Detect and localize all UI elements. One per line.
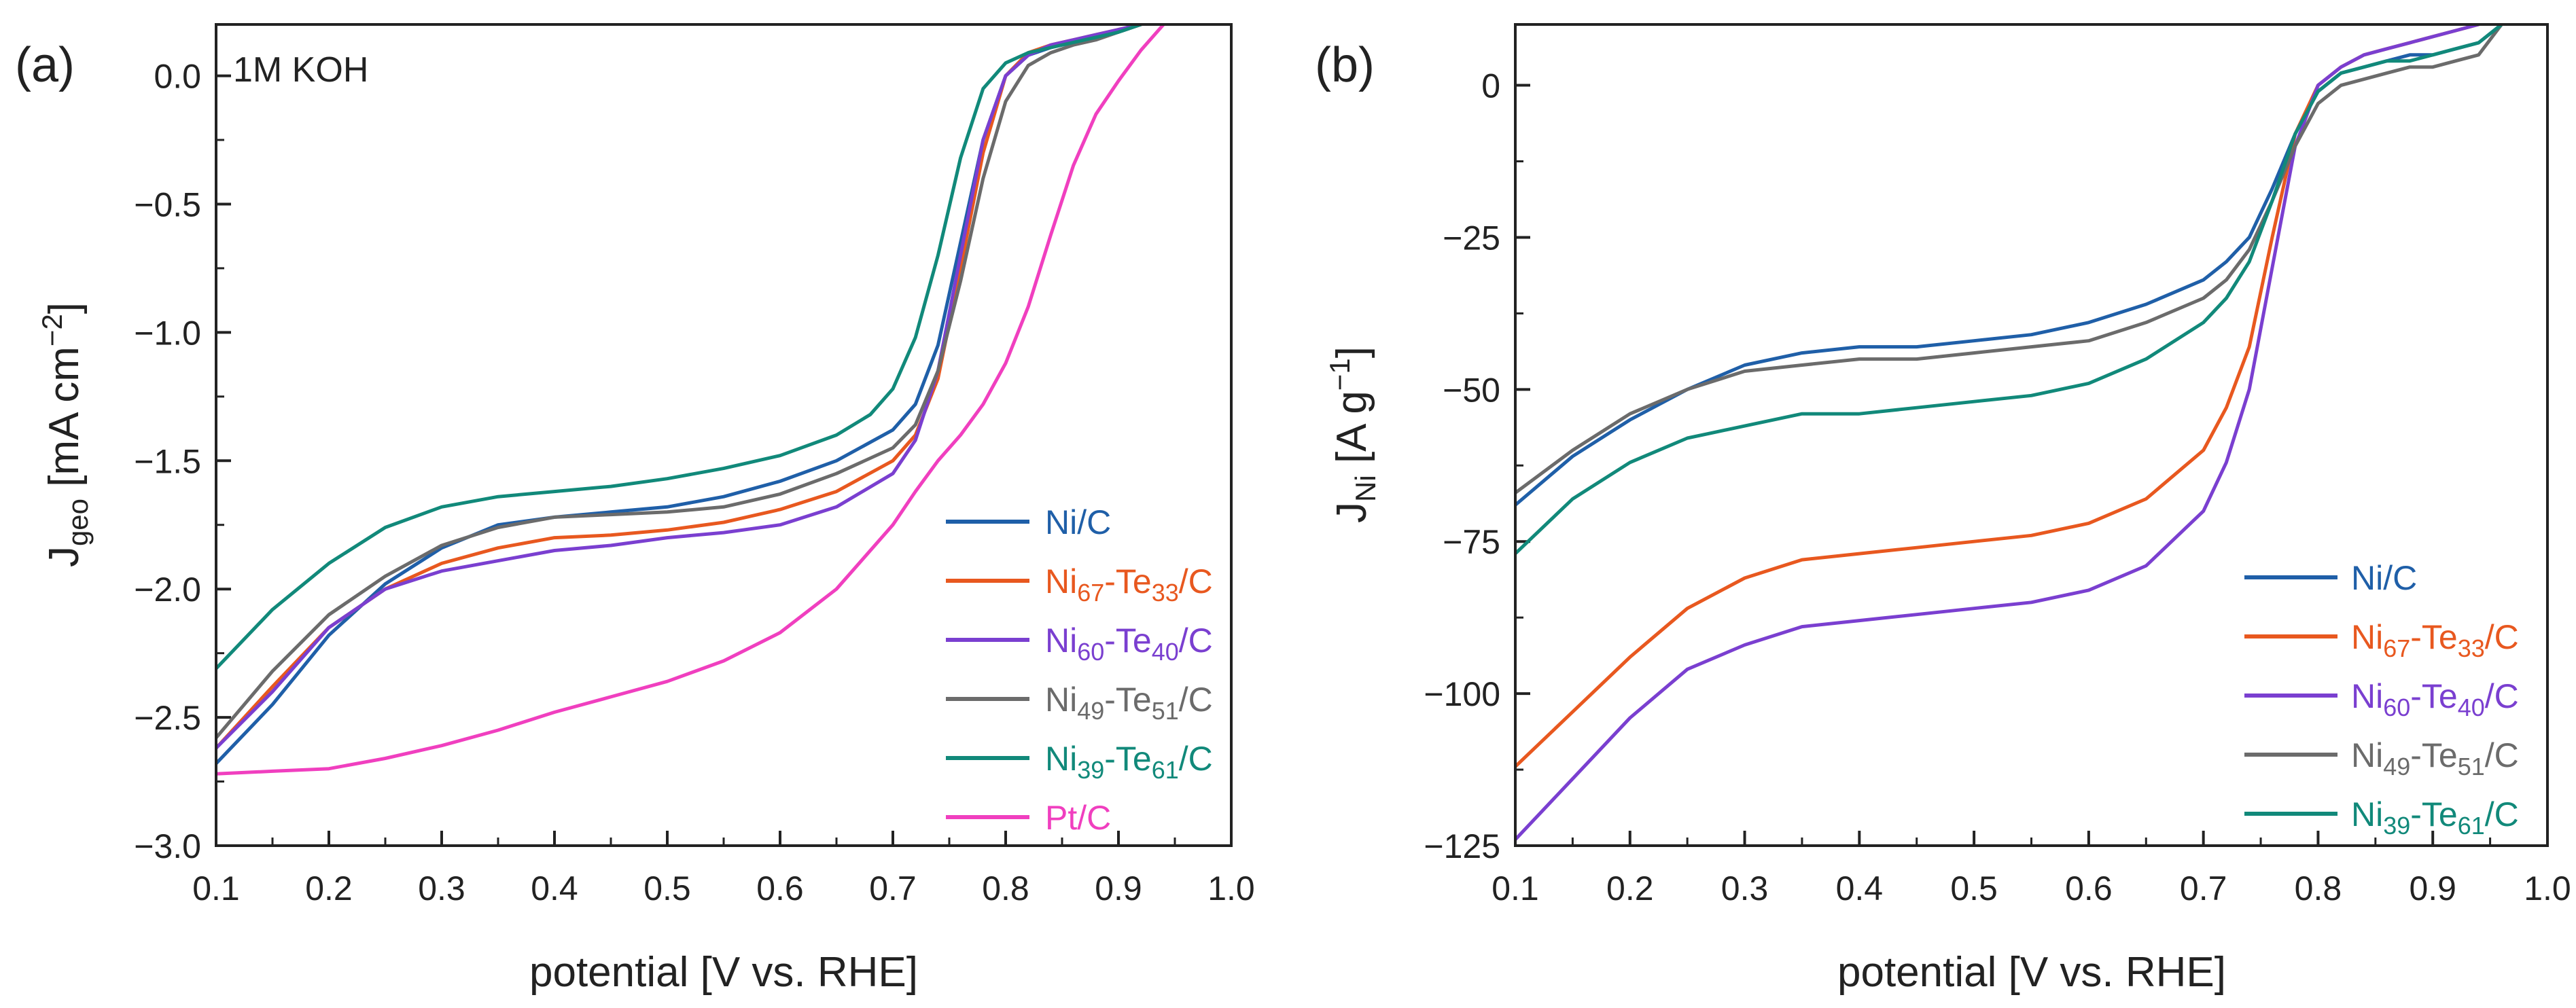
panel-b-x-tick-label: 0.8 — [2295, 869, 2342, 907]
panel-b-x-tick-label: 0.1 — [1492, 869, 1539, 907]
panel-a-x-tick-label: 0.7 — [869, 869, 917, 907]
panel-a-legend-label: Ni39-Te61/C — [1045, 740, 1213, 784]
panel-a-legend-label: Ni49-Te51/C — [1045, 681, 1213, 725]
panel-b-x-tick-label: 0.6 — [2065, 869, 2113, 907]
panel-a-series — [216, 24, 1165, 776]
panel-a-ticks: 0.1 0.2 0.3 0.4 0.5 0.6 0.7 0.8 0.9 1.0 −3.0 −2.5 −2… — [134, 58, 1254, 907]
panel-b-y-tick-label: −100 — [1424, 675, 1500, 713]
panel-b-series-ni39-te61-c — [1515, 24, 2503, 556]
panel-b-legend-label: Ni67-Te33/C — [2351, 618, 2519, 662]
panel-a-y-tick-label: −1.0 — [134, 314, 201, 352]
panel-b-label: (b) — [1315, 38, 1375, 92]
panel-a-x-tick-label: 0.5 — [643, 869, 691, 907]
panel-a-x-tick-label: 0.8 — [982, 869, 1029, 907]
panel-a-series-pt-c — [216, 24, 1165, 776]
panel-a-ylabel-sub: geo — [62, 499, 94, 546]
panel-a-x-tick-label: 0.3 — [418, 869, 465, 907]
panel-b-legend: Ni/C Ni67-Te33/C Ni60-Te40/C Ni49-Te51/C Ni3… — [2244, 559, 2519, 840]
panel-a-plot-frame — [215, 23, 1233, 847]
panel-b-y-tick-label: −125 — [1424, 827, 1500, 865]
panel-b-series-ni60-te40-c — [1515, 24, 2481, 842]
panel-a-x-tick-label: 0.9 — [1095, 869, 1142, 907]
panel-a-x-axis-label: potential [V vs. RHE] — [529, 949, 918, 996]
panel-b-y-tick-label: −75 — [1443, 523, 1500, 561]
panel-a: (a) 1M KOH 0.1 0.2 0.3 0.4 0.5 0.6 0.7 0.8 0.9 1.… — [15, 23, 1255, 996]
panel-a-legend-label: Ni/C — [1045, 503, 1111, 541]
panel-b-legend-label: Ni60-Te40/C — [2351, 677, 2519, 721]
panel-b-legend-label: Ni/C — [2351, 559, 2417, 597]
panel-a-ylabel-rest: [mA cm — [41, 346, 88, 499]
panel-b-ticks: 0.1 0.2 0.3 0.4 0.5 0.6 0.7 0.8 0.9 1.0 −125 −100 −7… — [1424, 67, 2571, 907]
panel-b-x-tick-label: 0.4 — [1836, 869, 1884, 907]
panel-a-y-axis-label: Jgeo [mA cm−2] — [36, 302, 94, 567]
panel-a-label: (a) — [15, 38, 75, 92]
panel-b-x-tick-label: 0.5 — [1950, 869, 1998, 907]
panel-b-series — [1515, 24, 2503, 842]
panel-b-ylabel-sup: −1 — [1324, 358, 1356, 391]
panel-a-legend-label: Pt/C — [1045, 799, 1111, 837]
panel-b-ylabel-sub: Ni — [1349, 475, 1381, 502]
panel-a-series-ni49-te51-c — [216, 24, 1143, 740]
panel-b-y-tick-label: 0 — [1481, 67, 1500, 105]
panel-a-y-tick-label: −2.0 — [134, 571, 201, 609]
panel-b-y-tick-label: −25 — [1443, 219, 1500, 257]
panel-a-x-tick-label: 0.4 — [531, 869, 578, 907]
panel-b-x-tick-label: 0.7 — [2180, 869, 2227, 907]
panel-b-x-axis-label: potential [V vs. RHE] — [1837, 949, 2226, 996]
panel-a-ylabel-main: J — [41, 546, 88, 567]
panel-b: (b) 0.1 0.2 0.3 0.4 0.5 0.6 0.7 0.8 0.9 1.0 −125 −1… — [1315, 23, 2571, 996]
panel-b-series-ni-c — [1515, 24, 2503, 507]
panel-a-legend-label: Ni60-Te40/C — [1045, 622, 1213, 666]
panel-b-ylabel-rest: [A g — [1328, 391, 1375, 475]
panel-a-series-ni60-te40-c — [216, 24, 1143, 750]
panel-a-annotation: 1M KOH — [233, 50, 368, 90]
panel-b-x-tick-label: 0.3 — [1721, 869, 1769, 907]
panel-b-ylabel-main: J — [1328, 502, 1375, 523]
panel-b-legend-label: Ni39-Te61/C — [2351, 795, 2519, 840]
panel-b-plot-frame — [1514, 23, 2549, 847]
panel-b-x-tick-label: 1.0 — [2524, 869, 2571, 907]
panel-a-x-tick-label: 0.2 — [305, 869, 353, 907]
panel-a-y-tick-label: −2.5 — [134, 699, 201, 737]
panel-a-ylabel-close: ] — [41, 302, 88, 314]
panel-a-x-tick-label: 0.1 — [192, 869, 240, 907]
panel-b-x-tick-label: 0.9 — [2409, 869, 2456, 907]
panel-b-x-tick-label: 0.2 — [1606, 869, 1654, 907]
panel-a-y-tick-label: −0.5 — [134, 185, 201, 223]
panel-a-x-tick-label: 1.0 — [1207, 869, 1255, 907]
panel-a-legend: Ni/C Ni67-Te33/C Ni60-Te40/C Ni49-Te51/C Ni3… — [946, 503, 1213, 837]
panel-b-y-axis-label: JNi [A g−1] — [1324, 346, 1381, 523]
panel-a-series-ni39-te61-c — [216, 24, 1143, 670]
panel-b-legend-label: Ni49-Te51/C — [2351, 736, 2519, 780]
panel-a-ylabel-sup: −2 — [36, 314, 68, 346]
panel-a-legend-label: Ni67-Te33/C — [1045, 562, 1213, 607]
panel-b-series-ni49-te51-c — [1515, 24, 2503, 495]
panel-a-y-tick-label: −3.0 — [134, 827, 201, 865]
panel-a-y-tick-label: −1.5 — [134, 442, 201, 480]
panel-a-x-tick-label: 0.6 — [756, 869, 804, 907]
panel-a-y-tick-label: 0.0 — [154, 58, 201, 96]
panel-b-ylabel-close: ] — [1328, 346, 1375, 358]
panel-b-y-tick-label: −50 — [1443, 371, 1500, 409]
